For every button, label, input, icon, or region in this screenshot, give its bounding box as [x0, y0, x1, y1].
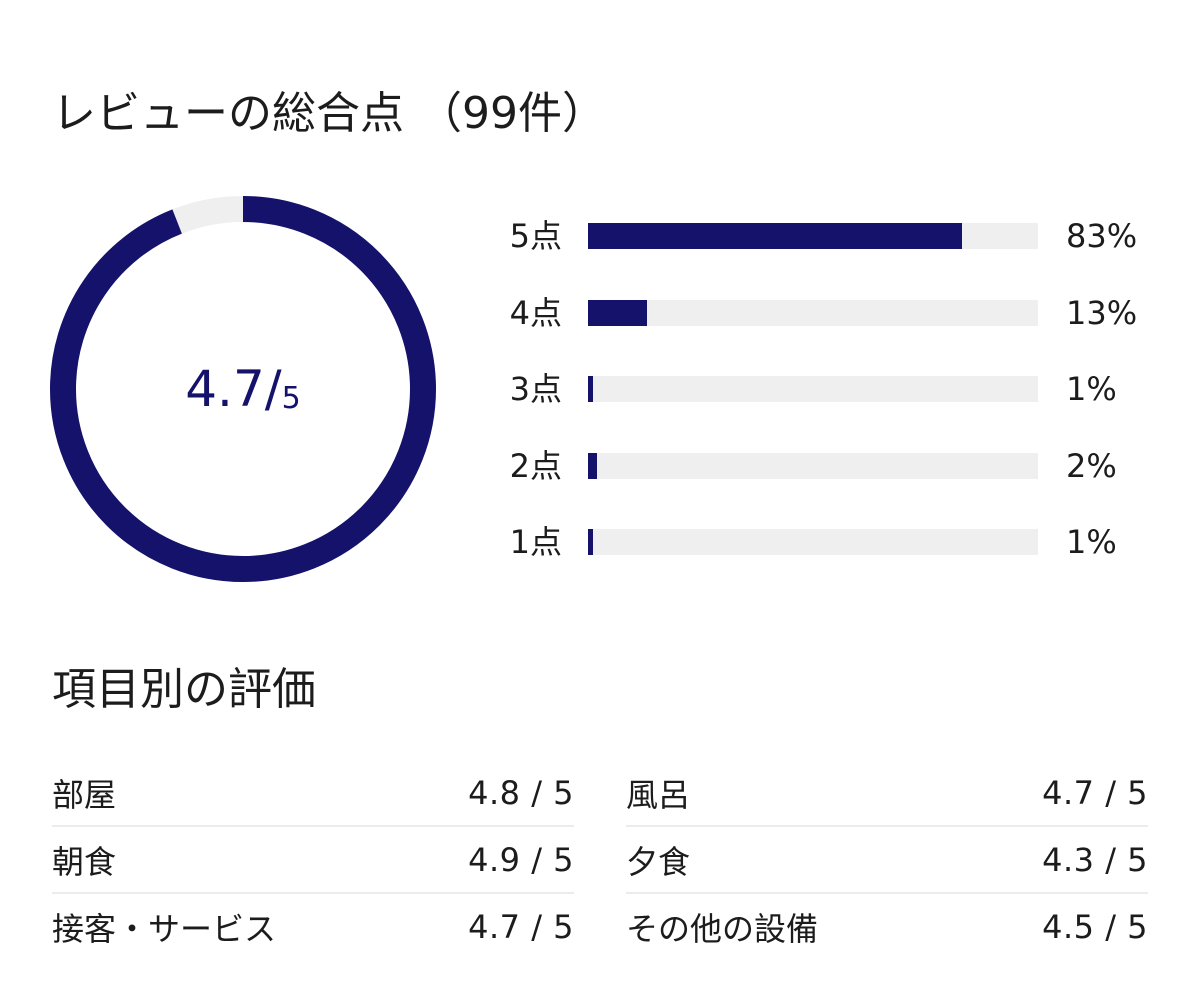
overall-score-value: 4.7 [185, 360, 265, 418]
category-name: 朝食 [52, 842, 117, 881]
distribution-bar-fill [588, 452, 597, 479]
distribution-row-3: 3点 1% [480, 365, 1170, 442]
distribution-percent: 2% [1066, 446, 1117, 485]
distribution-label: 2点 [509, 446, 562, 485]
category-name: 部屋 [52, 775, 117, 814]
donut-chart [50, 196, 436, 582]
category-score: 4.5 / 5 [1042, 907, 1148, 946]
distribution-percent: 1% [1066, 523, 1117, 561]
distribution-bar-fill [588, 376, 593, 402]
distribution-bar-fill [588, 529, 593, 555]
category-row-service: 接客・サービス 4.7 / 5 [52, 894, 574, 959]
category-name: 夕食 [626, 842, 691, 881]
category-row-bath: 風呂 4.7 / 5 [626, 760, 1148, 827]
rating-distribution: 5点 83% 4点 13% 3点 1% 2点 2% 1点 1% [480, 212, 1170, 595]
distribution-label: 1点 [509, 523, 562, 561]
distribution-bar-track [588, 376, 1038, 402]
distribution-bar-track [588, 299, 1038, 326]
category-row-facilities: その他の設備 4.5 / 5 [626, 894, 1148, 959]
distribution-bar-track [588, 452, 1038, 479]
distribution-bar-fill [588, 223, 962, 249]
distribution-bar-track [588, 529, 1038, 555]
category-score: 4.7 / 5 [1042, 773, 1148, 812]
category-score: 4.9 / 5 [468, 840, 574, 879]
distribution-row-2: 2点 2% [480, 442, 1170, 519]
category-score: 4.7 / 5 [468, 907, 574, 946]
distribution-percent: 13% [1066, 293, 1138, 332]
category-ratings: 部屋 4.8 / 5 風呂 4.7 / 5 朝食 4.9 / 5 夕食 4.3 … [52, 760, 1148, 959]
distribution-row-5: 5点 83% [480, 212, 1170, 289]
category-name: 風呂 [626, 775, 691, 814]
overall-score-donut: 4.7/5 [50, 196, 436, 582]
overall-score-label: 4.7/5 [50, 196, 436, 582]
overall-score-separator: / [264, 360, 282, 418]
overall-score-max: 5 [281, 381, 301, 416]
distribution-percent: 1% [1066, 370, 1117, 408]
category-name: 接客・サービス [52, 909, 277, 948]
category-row-room: 部屋 4.8 / 5 [52, 760, 574, 827]
overall-rating-title: レビューの総合点 （99件） [52, 88, 606, 139]
distribution-row-4: 4点 13% [480, 289, 1170, 366]
distribution-row-1: 1点 1% [480, 518, 1170, 595]
category-ratings-title: 項目別の評価 [52, 664, 316, 715]
category-score: 4.3 / 5 [1042, 840, 1148, 879]
distribution-bar-fill [588, 299, 647, 326]
category-row-dinner: 夕食 4.3 / 5 [626, 827, 1148, 894]
distribution-label: 3点 [509, 370, 562, 408]
category-name: その他の設備 [626, 909, 819, 948]
donut-score-arc [50, 196, 436, 582]
category-score: 4.8 / 5 [468, 773, 574, 812]
distribution-label: 5点 [509, 217, 562, 255]
category-row-breakfast: 朝食 4.9 / 5 [52, 827, 574, 894]
distribution-percent: 83% [1066, 217, 1138, 255]
distribution-bar-track [588, 223, 1038, 249]
distribution-label: 4点 [509, 293, 562, 332]
